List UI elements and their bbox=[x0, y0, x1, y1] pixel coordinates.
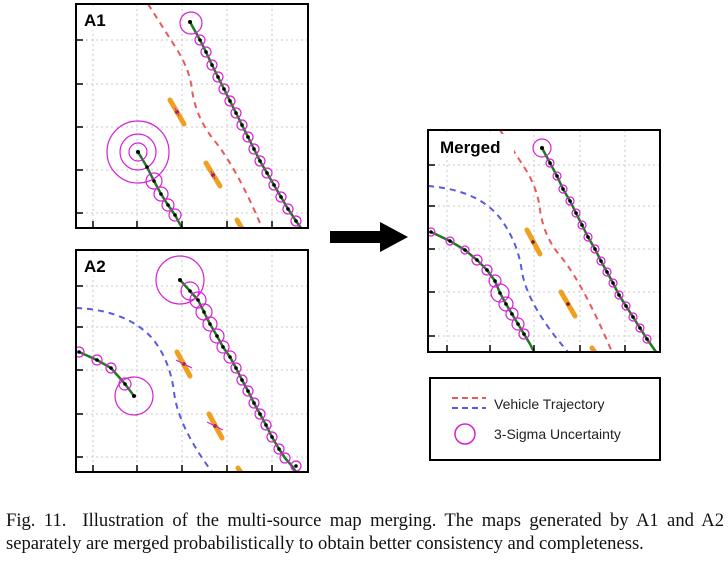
map-points-merged bbox=[429, 146, 649, 341]
map-points-a1 bbox=[136, 20, 298, 223]
panel-label-a2: A2 bbox=[84, 257, 106, 276]
panel-merged: Merged bbox=[427, 129, 661, 353]
landmark-uncertainty-a2 bbox=[175, 359, 224, 431]
caption-text: Illustration of the multi-source map mer… bbox=[6, 510, 724, 554]
vehicle-trajectory-a2 bbox=[76, 307, 213, 472]
panel-a2: A2 bbox=[75, 249, 309, 473]
vehicle-trajectory-a2-merged bbox=[428, 185, 569, 352]
panel-label-bg-merged bbox=[434, 134, 514, 156]
grid-a1 bbox=[76, 4, 308, 228]
panel-label-bg-a2 bbox=[80, 254, 112, 276]
uncertainty-circles-a1 bbox=[106, 11, 302, 227]
uncertainty-circles-merged bbox=[428, 138, 652, 344]
road-line-right-a2 bbox=[179, 279, 298, 472]
panel-a1: A1 bbox=[75, 3, 309, 229]
axis-ticks-a1 bbox=[76, 39, 273, 228]
panel-frame-a2 bbox=[75, 249, 309, 473]
legend-item-vehicle-trajectory: Vehicle Trajectory bbox=[452, 396, 605, 412]
legend-swatch-uncertainty-circle bbox=[454, 423, 476, 445]
legend: Vehicle Trajectory 3-Sigma Uncertainty bbox=[429, 377, 661, 461]
figure: A1 bbox=[75, 3, 661, 473]
panel-frame-a1 bbox=[75, 3, 309, 229]
legend-label-vehicle-trajectory: Vehicle Trajectory bbox=[494, 396, 605, 412]
road-line-right-a1 bbox=[188, 21, 303, 228]
panel-label-merged: Merged bbox=[440, 138, 500, 157]
panel-label-a1: A1 bbox=[84, 11, 106, 30]
caption-label: Fig. 11. bbox=[6, 510, 67, 531]
vehicle-trajectory-a1-merged bbox=[499, 130, 613, 352]
legend-item-uncertainty: 3-Sigma Uncertainty bbox=[454, 423, 621, 445]
merge-arrow bbox=[330, 222, 408, 252]
legend-label-uncertainty: 3-Sigma Uncertainty bbox=[494, 426, 621, 442]
landmarks-merged bbox=[524, 227, 598, 352]
legend-frame bbox=[429, 377, 661, 461]
panel-frame-merged bbox=[427, 129, 661, 353]
uncertainty-circles-a2 bbox=[76, 255, 302, 472]
panel-label-bg-a1 bbox=[80, 8, 112, 30]
axis-ticks-a2 bbox=[76, 285, 273, 472]
figure-caption: Fig. 11. Illustration of the multi-source… bbox=[6, 509, 724, 555]
landmark-centers-merged bbox=[531, 240, 570, 306]
landmark-uncertainty-a1 bbox=[174, 107, 216, 180]
grid-merged bbox=[428, 130, 660, 352]
axis-ticks-merged bbox=[428, 164, 626, 352]
map-points-a2 bbox=[77, 278, 298, 468]
landmarks-a1 bbox=[167, 97, 245, 228]
